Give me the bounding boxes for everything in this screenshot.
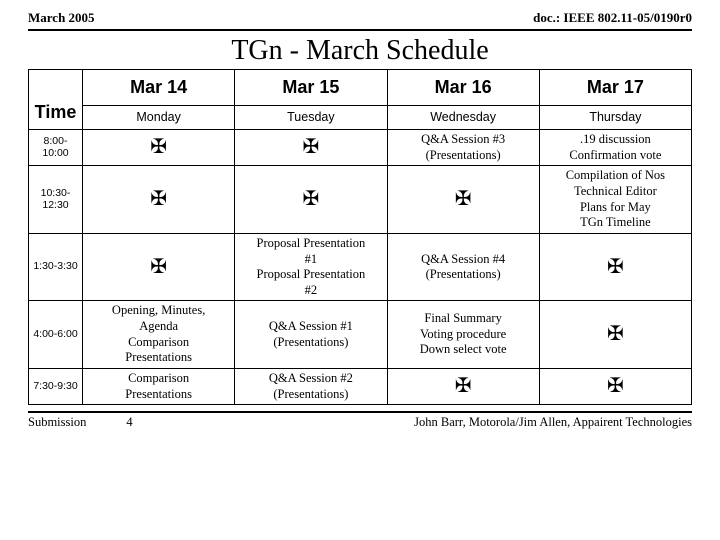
col-mar-15: Mar 15: [235, 70, 387, 106]
table-row: 8:00-10:00 ✠ ✠ Q&A Session #3(Presentations…: [29, 130, 692, 166]
cell-text: Compilation of NosTechnical EditorPlans …: [544, 168, 687, 231]
time-cell: 10:30-12:30: [29, 166, 83, 234]
footer-page: 4: [126, 415, 132, 430]
slide-footer: Submission 4 John Barr, Motorola/Jim All…: [28, 413, 692, 430]
cell-text: Q&A Session #1(Presentations): [239, 319, 382, 350]
schedule-cell: .19 discussionConfirmation vote: [539, 130, 691, 166]
cell-text: Q&A Session #2(Presentations): [239, 371, 382, 402]
schedule-cell: ✠: [387, 166, 539, 234]
time-cell: 4:00-6:00: [29, 301, 83, 369]
footer-author: John Barr, Motorola/Jim Allen, Appairent…: [414, 415, 692, 430]
day-monday: Monday: [83, 105, 235, 130]
schedule-cell: Proposal Presentation#1Proposal Presenta…: [235, 233, 387, 301]
schedule-cell: ✠: [83, 130, 235, 166]
schedule-cell: ✠: [539, 233, 691, 301]
cell-text: ComparisonPresentations: [87, 371, 230, 402]
time-header: Time: [29, 70, 83, 130]
day-thursday: Thursday: [539, 105, 691, 130]
time-cell: 7:30-9:30: [29, 368, 83, 404]
day-row: Monday Tuesday Wednesday Thursday: [29, 105, 692, 130]
time-cell: 1:30-3:30: [29, 233, 83, 301]
header-doc: doc.: IEEE 802.11-05/0190r0: [533, 10, 692, 26]
schedule-table: Time Mar 14 Mar 15 Mar 16 Mar 17 Monday …: [28, 69, 692, 405]
cell-text: Q&A Session #4(Presentations): [392, 252, 535, 283]
footer-submission: Submission: [28, 415, 86, 430]
schedule-cell: Compilation of NosTechnical EditorPlans …: [539, 166, 691, 234]
cross-icon: ✠: [455, 188, 472, 210]
cross-icon: ✠: [150, 136, 167, 158]
schedule-cell: ✠: [387, 368, 539, 404]
schedule-cell: ✠: [539, 301, 691, 369]
schedule-cell: Q&A Session #4(Presentations): [387, 233, 539, 301]
cross-icon: ✠: [150, 256, 167, 278]
cross-icon: ✠: [150, 188, 167, 210]
table-row: 10:30-12:30 ✠ ✠ ✠ Compilation of NosTechnica…: [29, 166, 692, 234]
schedule-cell: ✠: [235, 166, 387, 234]
schedule-cell: Opening, Minutes,AgendaComparisonPresent…: [83, 301, 235, 369]
cross-icon: ✠: [607, 375, 624, 397]
cross-icon: ✠: [302, 188, 319, 210]
table-row: 7:30-9:30ComparisonPresentations Q&A Sess…: [29, 368, 692, 404]
schedule-cell: Q&A Session #3(Presentations): [387, 130, 539, 166]
schedule-cell: ✠: [539, 368, 691, 404]
cell-text: Final SummaryVoting procedureDown select…: [392, 311, 535, 358]
cell-text: .19 discussionConfirmation vote: [544, 132, 687, 163]
slide-header: March 2005 doc.: IEEE 802.11-05/0190r0: [28, 10, 692, 29]
schedule-cell: ✠: [235, 130, 387, 166]
cross-icon: ✠: [607, 256, 624, 278]
col-mar-14: Mar 14: [83, 70, 235, 106]
cross-icon: ✠: [607, 323, 624, 345]
cross-icon: ✠: [455, 375, 472, 397]
schedule-cell: ComparisonPresentations: [83, 368, 235, 404]
schedule-cell: Q&A Session #2(Presentations): [235, 368, 387, 404]
header-rule: [28, 29, 692, 31]
day-tuesday: Tuesday: [235, 105, 387, 130]
cell-text: Proposal Presentation#1Proposal Presenta…: [239, 236, 382, 299]
header-date: March 2005: [28, 10, 95, 26]
day-wednesday: Wednesday: [387, 105, 539, 130]
schedule-cell: ✠: [83, 166, 235, 234]
slide-title: TGn - March Schedule: [28, 35, 692, 67]
table-row: 4:00-6:00Opening, Minutes,AgendaComparis…: [29, 301, 692, 369]
cell-text: Q&A Session #3(Presentations): [392, 132, 535, 163]
schedule-cell: ✠: [83, 233, 235, 301]
schedule-cell: Final SummaryVoting procedureDown select…: [387, 301, 539, 369]
schedule-cell: Q&A Session #1(Presentations): [235, 301, 387, 369]
col-mar-16: Mar 16: [387, 70, 539, 106]
cross-icon: ✠: [302, 136, 319, 158]
col-mar-17: Mar 17: [539, 70, 691, 106]
schedule-body: 8:00-10:00 ✠ ✠ Q&A Session #3(Presentations…: [29, 130, 692, 405]
table-row: 1:30-3:30 ✠ Proposal Presentation#1Proposa…: [29, 233, 692, 301]
date-row: Time Mar 14 Mar 15 Mar 16 Mar 17: [29, 70, 692, 106]
time-cell: 8:00-10:00: [29, 130, 83, 166]
cell-text: Opening, Minutes,AgendaComparisonPresent…: [87, 303, 230, 366]
